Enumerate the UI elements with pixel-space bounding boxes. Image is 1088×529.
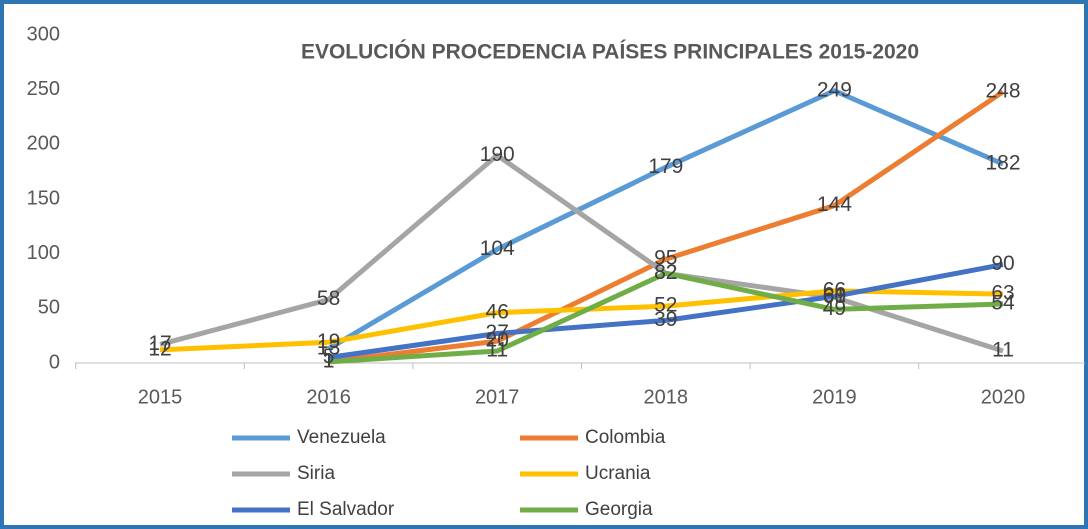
y-tick-label: 300	[27, 23, 60, 45]
data-label: 20	[486, 329, 509, 352]
legend-label: Siria	[297, 463, 335, 484]
data-label: 13	[317, 336, 340, 359]
y-tick-label: 200	[27, 133, 60, 155]
data-label: 95	[654, 247, 677, 270]
series-line	[328, 270, 1004, 365]
data-label: 60	[823, 285, 846, 308]
data-label: 190	[480, 143, 515, 166]
data-label: 82	[654, 261, 677, 284]
data-label: 11	[992, 339, 1014, 362]
x-tick-label: 2020	[981, 386, 1026, 408]
data-label: 39	[654, 308, 677, 331]
x-tick-label: 2015	[138, 386, 183, 408]
series-line	[328, 262, 1004, 361]
data-label: 58	[317, 287, 340, 310]
data-label: 66	[823, 278, 846, 301]
legend-label: El Salvador	[297, 499, 395, 520]
x-tick-label: 2018	[644, 386, 689, 408]
y-tick-label: 100	[27, 242, 60, 264]
y-tick-label: 0	[49, 351, 60, 373]
legend-label: Colombia	[585, 427, 666, 448]
y-tick-label: 150	[27, 187, 60, 209]
data-label: 19	[317, 330, 340, 353]
data-label: 179	[648, 155, 683, 178]
data-label: 5	[323, 345, 335, 368]
series-line	[327, 88, 1004, 351]
data-label: 49	[823, 297, 846, 320]
data-label: 1	[323, 349, 335, 372]
data-label: 52	[654, 294, 677, 317]
data-label: 12	[148, 337, 171, 360]
data-label: 104	[480, 237, 515, 260]
series-line	[328, 89, 1005, 365]
data-label: 182	[985, 152, 1020, 175]
data-label: 27	[486, 321, 509, 344]
data-label: 46	[486, 300, 509, 323]
data-label: 90	[991, 252, 1014, 275]
data-label: 248	[985, 79, 1020, 102]
x-tick-label: 2016	[306, 386, 351, 408]
legend-label: Georgia	[585, 499, 653, 520]
legend-label: Venezuela	[297, 427, 386, 448]
legend-label: Ucrania	[585, 463, 651, 484]
data-label: 1	[323, 349, 335, 372]
data-label: 61	[823, 284, 846, 307]
data-label: 63	[991, 282, 1014, 305]
data-label: 54	[991, 292, 1015, 315]
data-label: 17	[148, 332, 171, 355]
y-tick-label: 50	[38, 297, 60, 319]
data-label: 249	[817, 78, 852, 101]
y-tick-label: 250	[27, 78, 60, 100]
x-tick-label: 2019	[812, 386, 857, 408]
data-label: 82	[654, 261, 677, 284]
chart-title: EVOLUCIÓN PROCEDENCIA PAÍSES PRINCIPALES…	[301, 40, 919, 64]
data-label: 11	[486, 339, 508, 362]
x-tick-label: 2017	[475, 386, 520, 408]
data-label: 144	[817, 193, 852, 216]
